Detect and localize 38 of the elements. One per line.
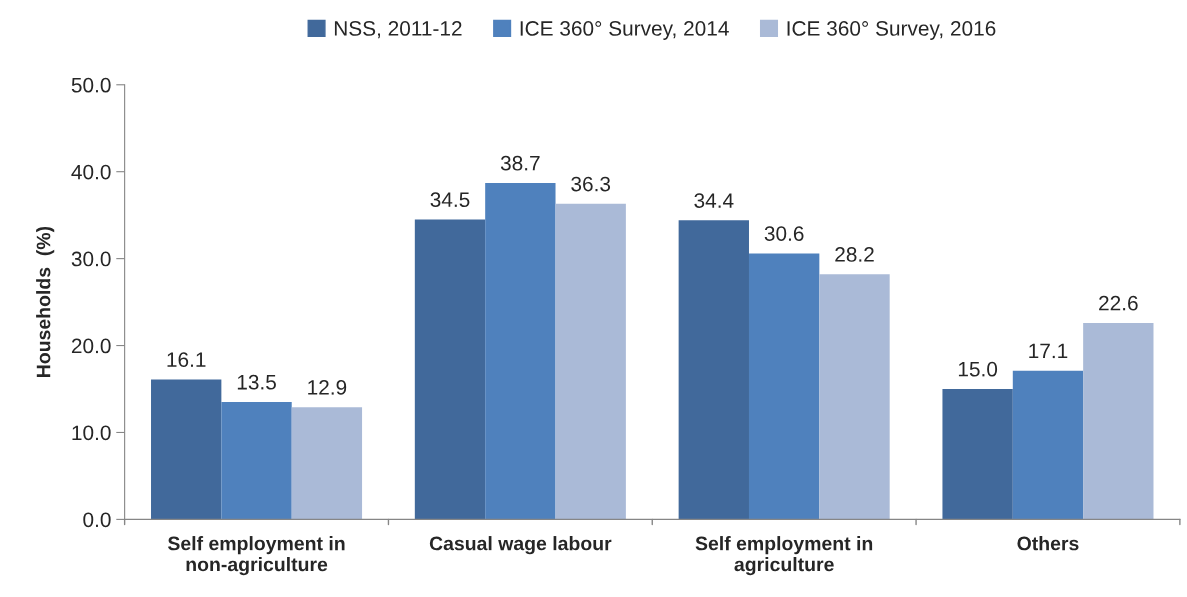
data-label: 17.1 xyxy=(1029,343,1068,359)
bar xyxy=(942,389,1013,520)
legend-label: NSS, 2011-12 xyxy=(334,21,462,39)
y-tick-label: 30.0 xyxy=(71,251,111,267)
data-label: 28.2 xyxy=(835,247,874,262)
bar xyxy=(819,274,890,520)
data-label: 38.7 xyxy=(500,155,540,171)
x-tick-label: Self employment in agriculture xyxy=(695,536,873,576)
bar xyxy=(221,402,292,520)
legend-label: ICE 360° Survey, 2014 xyxy=(520,21,729,40)
bar xyxy=(1012,370,1084,520)
bar xyxy=(678,220,749,520)
y-axis-title: Households (%) xyxy=(36,226,55,377)
bar xyxy=(1083,322,1154,520)
x-tick-label: Self employment in non-agriculture xyxy=(167,536,345,576)
y-tick-label: 40.0 xyxy=(71,164,111,180)
data-label: 36.3 xyxy=(571,176,611,192)
bar xyxy=(151,379,222,520)
data-label: 12.9 xyxy=(308,380,347,395)
data-label: 13.5 xyxy=(237,374,276,390)
data-label: 16.1 xyxy=(167,352,206,367)
data-label: 34.5 xyxy=(430,192,470,208)
bar xyxy=(291,407,363,520)
x-tick-label: Casual wage labour xyxy=(429,536,612,555)
bar xyxy=(555,203,626,520)
bar xyxy=(414,219,486,520)
y-tick-label: 20.0 xyxy=(71,338,111,354)
y-tick-label: 50.0 xyxy=(71,77,111,93)
bar xyxy=(748,253,820,520)
data-label: 22.6 xyxy=(1099,295,1138,311)
x-tick-label: Others xyxy=(1017,536,1079,551)
y-tick-label: 0.0 xyxy=(83,512,111,528)
data-label: 34.4 xyxy=(694,193,734,208)
data-label: 30.6 xyxy=(764,226,804,241)
legend-label: ICE 360° Survey, 2016 xyxy=(787,21,996,40)
data-label: 15.0 xyxy=(958,361,998,377)
bar xyxy=(485,183,556,520)
y-tick-label: 10.0 xyxy=(72,425,111,441)
